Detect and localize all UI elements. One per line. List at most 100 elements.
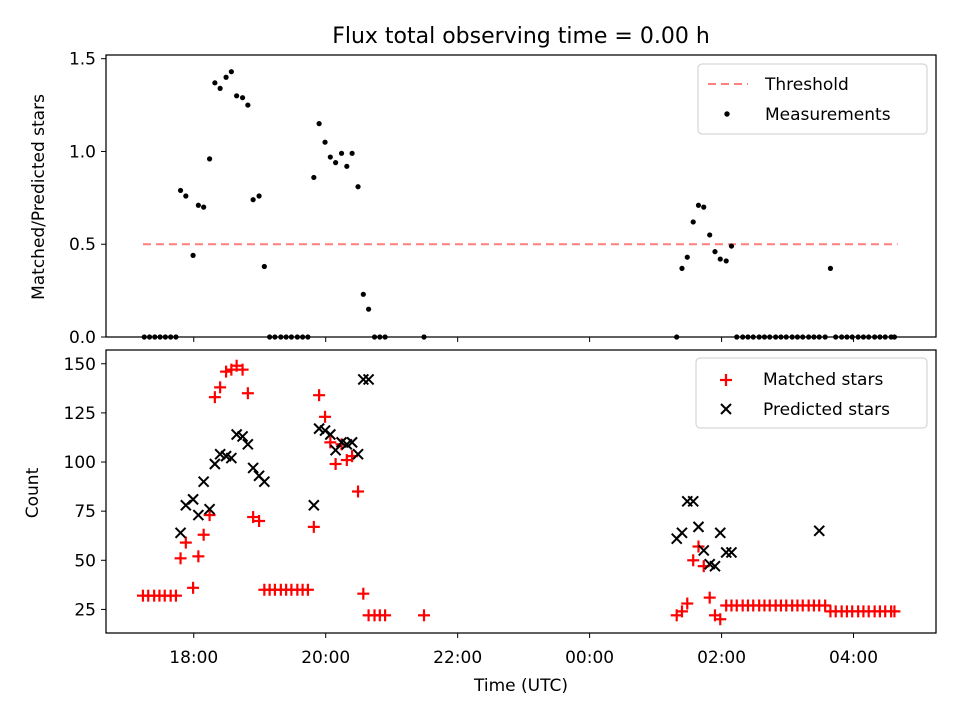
measurement-point (206, 156, 213, 162)
predicted-star-point (197, 475, 210, 488)
matched-star-point (681, 597, 694, 610)
legend-matched-swatch (720, 374, 732, 386)
matched-star-point (703, 591, 716, 604)
matched-star-point (174, 552, 187, 565)
bottom-y-tick-label: 50 (74, 551, 96, 571)
matched-star-point (307, 520, 320, 533)
measurement-point (201, 204, 207, 210)
predicted-star-point (258, 475, 271, 488)
bottom-y-tick-label: 100 (64, 453, 96, 473)
bottom-y-tick-label: 150 (64, 355, 96, 375)
measurement-point (679, 265, 685, 271)
matched-star-point (319, 410, 332, 423)
measurement-point (695, 202, 702, 208)
bottom-plot-panel: Count 25 50 75 100 125 150 18:00 20:00 22:00 00:… (23, 349, 937, 696)
x-tick-label: 04:00 (829, 648, 878, 668)
top-plot-panel: Matched/Predicted stars 0.0 0.5 1.0 1.5 Thr… (29, 50, 937, 348)
predicted-star-point (242, 438, 254, 451)
predicted-star-point (346, 436, 358, 449)
measurement-points (141, 69, 898, 340)
measurement-point (684, 254, 690, 260)
top-y-tick-label: 0.5 (69, 235, 96, 255)
matched-stars-points (136, 359, 901, 626)
matched-star-point (241, 387, 254, 400)
matched-star-point (197, 528, 210, 541)
measurement-point (316, 121, 322, 127)
measurement-point (712, 249, 718, 255)
matched-star-point (253, 514, 266, 527)
measurement-point (707, 232, 713, 238)
measurement-point (827, 265, 834, 271)
predicted-stars-points (174, 373, 825, 572)
top-y-tick-label: 1.5 (69, 50, 96, 70)
measurement-point (228, 69, 234, 75)
measurement-point (190, 252, 196, 258)
matched-star-point (214, 381, 227, 394)
predicted-star-point (236, 430, 249, 443)
bottom-y-axis-label: Count (23, 467, 43, 518)
measurement-point (365, 306, 372, 312)
legend-threshold-label: Threshold (764, 75, 849, 95)
legend-predicted-swatch (720, 403, 732, 415)
measurement-point (728, 243, 735, 249)
x-axis-label: Time (UTC) (473, 676, 568, 696)
predicted-star-point (192, 509, 205, 521)
measurement-point (333, 160, 339, 166)
matched-star-point (179, 536, 192, 549)
predicted-star-point (725, 546, 738, 559)
legend-predicted-label: Predicted stars (763, 400, 890, 420)
matched-star-point (203, 509, 216, 522)
predicted-star-point (203, 503, 216, 515)
matched-star-point (357, 587, 370, 600)
matched-star-point (888, 605, 901, 618)
measurement-point (338, 150, 345, 156)
matched-star-point (220, 365, 233, 378)
predicted-star-point (324, 428, 337, 441)
predicted-star-point (698, 544, 710, 557)
top-y-tick-label: 1.0 (69, 142, 96, 162)
matched-star-point (187, 581, 200, 594)
matched-star-point (675, 605, 688, 618)
predicted-star-point (247, 462, 259, 474)
predicted-star-point (813, 525, 825, 537)
predicted-star-point (209, 458, 221, 470)
x-tick-label: 00:00 (565, 648, 614, 668)
bottom-axes-frame (105, 349, 937, 634)
legend-matched-label: Matched stars (763, 370, 883, 390)
bottom-legend: Matched stars Predicted stars (695, 357, 928, 429)
x-tick-label: 22:00 (433, 648, 482, 668)
measurement-point (183, 193, 189, 199)
matched-star-point (329, 457, 342, 470)
matched-star-point (324, 436, 337, 449)
measurement-point (212, 80, 218, 86)
measurement-point (245, 102, 251, 108)
legend-measurements-swatch (724, 111, 730, 117)
x-tick-label: 02:00 (697, 648, 746, 668)
matched-star-point (236, 363, 249, 376)
matched-star-point (169, 589, 182, 602)
bottom-y-ticks: 25 50 75 100 125 150 (64, 355, 106, 620)
measurement-point (239, 95, 246, 101)
measurement-point (223, 74, 229, 80)
measurement-point (717, 256, 723, 262)
top-y-tick-label: 0.0 (69, 328, 96, 348)
predicted-star-point (687, 495, 699, 508)
measurement-point (690, 219, 696, 225)
predicted-star-point (709, 560, 721, 572)
predicted-star-point (187, 493, 199, 506)
measurement-point (217, 85, 223, 91)
matched-star-point (687, 554, 700, 567)
measurement-point (723, 258, 729, 264)
predicted-star-point (174, 527, 187, 539)
matched-star-point (208, 391, 221, 404)
matched-star-point (819, 599, 832, 612)
predicted-star-point (329, 444, 342, 456)
bottom-x-ticks: 18:00 20:00 22:00 00:00 02:00 04:00 (169, 633, 878, 668)
top-y-ticks: 0.0 0.5 1.0 1.5 (69, 50, 106, 348)
legend-measurements-label: Measurements (765, 105, 891, 125)
matched-star-point (313, 389, 326, 402)
measurement-point (250, 197, 256, 203)
measurement-point (261, 263, 267, 270)
bottom-y-tick-label: 75 (74, 502, 96, 522)
